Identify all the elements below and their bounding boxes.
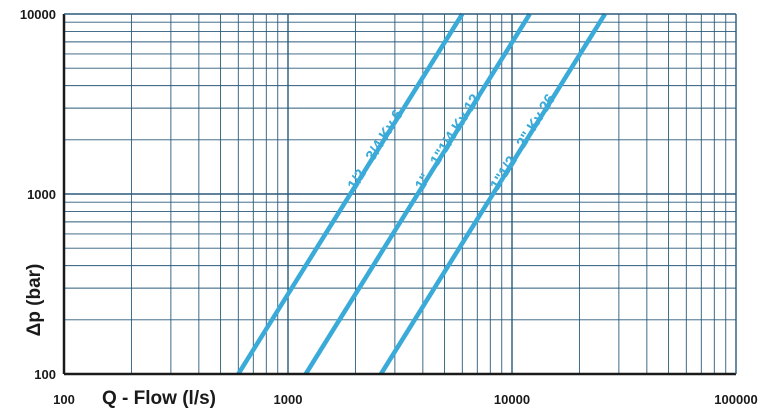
series-labels: 1/2 - 3/4 Kv 6 1" - 1"1/4 Kv 12 1"1/2 - 2"… — [344, 91, 559, 193]
grid — [64, 14, 736, 374]
x-tick-label: 10000 — [494, 392, 530, 407]
x-tick-label: 100 — [53, 392, 75, 407]
plot-frame — [62, 13, 737, 376]
series-line-2 — [303, 12, 532, 376]
x-axis-label: Q - Flow (l/s) — [102, 388, 216, 409]
y-tick-label: 1000 — [27, 187, 56, 202]
x-tick-label: 100000 — [714, 392, 757, 407]
y-tick-label: 10000 — [20, 7, 56, 22]
y-tick-label: 100 — [34, 367, 56, 382]
series-lines — [236, 12, 607, 376]
y-axis-label: Δp (bar) — [24, 264, 45, 337]
x-tick-label: 1000 — [274, 392, 303, 407]
series-label-1: 1/2 - 3/4 Kv 6 — [344, 107, 406, 193]
series-line-1 — [236, 12, 465, 376]
tick-labels: 100 1000 10000 100000 100 1000 10000 — [20, 7, 758, 407]
series-line-3 — [379, 12, 607, 376]
series-label-3: 1"1/2 - 2" Kv 26 — [487, 91, 559, 193]
